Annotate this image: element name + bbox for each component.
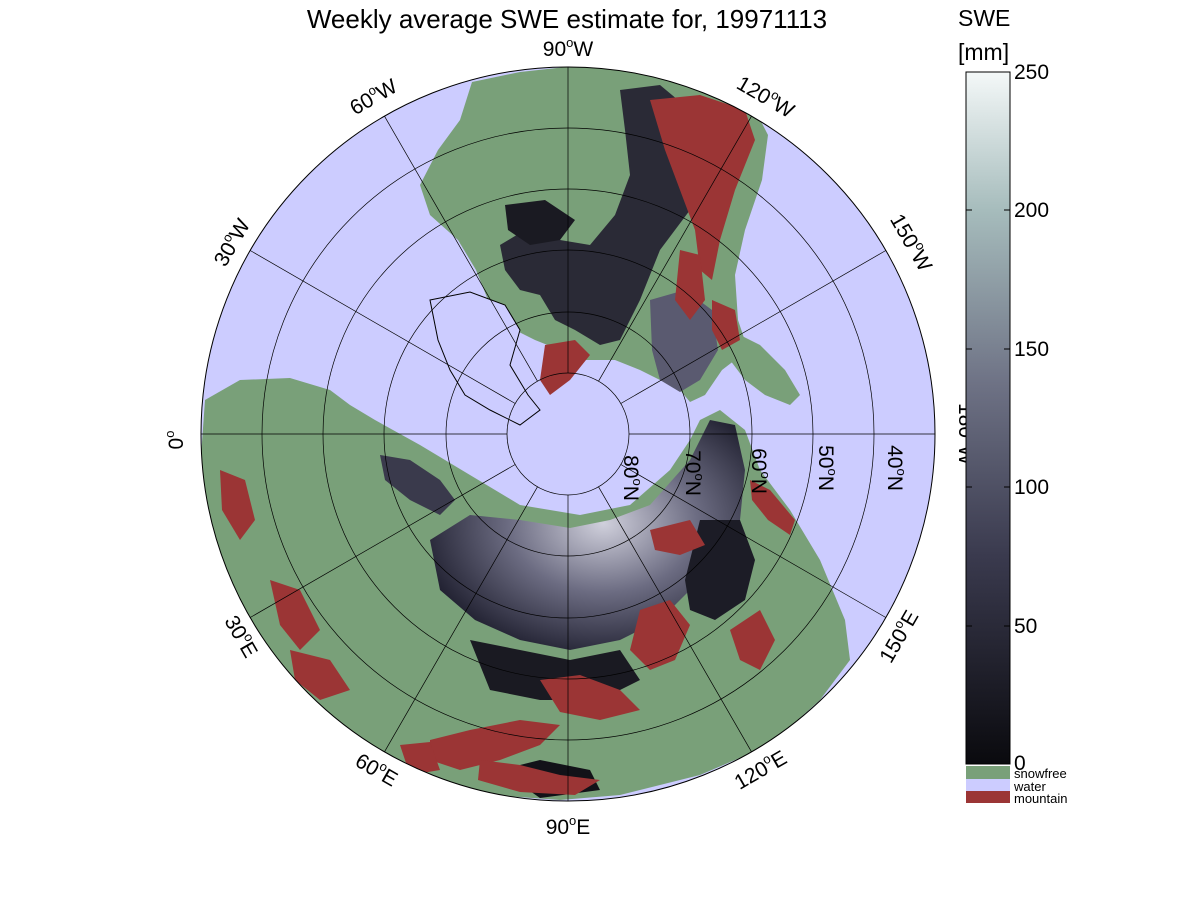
colorbar-tick-label: 150: [1014, 338, 1050, 361]
land-alaska: [730, 330, 800, 405]
graticule-meridians: [201, 67, 935, 801]
meridian-label-0: 0o: [162, 431, 188, 450]
colorbar-tick-label: 0: [1014, 752, 1026, 775]
colorbar-tick-label: 50: [1014, 615, 1038, 638]
colorbar-tick-label: 100: [1014, 476, 1050, 499]
map-frame: [200, 66, 936, 802]
parallel-label-50n: 50oN: [814, 445, 840, 491]
legend-swatch-mountain: [966, 791, 1010, 803]
colorbar-tick-label: 200: [1014, 199, 1050, 222]
snow-alaska-yukon: [650, 290, 718, 392]
figure-title: Weekly average SWE estimate for, 1997111…: [306, 4, 828, 34]
parallel-label-60n: 60oN: [747, 448, 773, 494]
colorbar-title: SWE: [958, 5, 1011, 31]
snow-hudson-area: [505, 200, 575, 245]
legend-label-mountain: mountain: [1014, 791, 1068, 806]
colorbar-tick-label: 250: [1014, 61, 1050, 84]
legend-label-snowfree: snowfree: [1014, 766, 1067, 781]
colorbar-ticks: [966, 71, 1010, 627]
parallel-label-40n: 40oN: [883, 445, 909, 491]
snow-siberia: [430, 420, 745, 650]
parallel-labels: 80oN 70oN 60oN 50oN 40oN: [619, 445, 909, 501]
legend-swatch-snowfree: [966, 766, 1010, 779]
colorbar: [965, 71, 1011, 803]
mountain-areas: [220, 95, 795, 795]
meridian-label-90w: 90oW: [543, 35, 594, 61]
colorbar-unit: [mm]: [958, 39, 1010, 65]
snow-scandinavia: [380, 455, 455, 515]
meridian-label-90e: 90oE: [546, 813, 591, 839]
parallel-label-80n: 80oN: [619, 455, 645, 501]
snow-north-america: [500, 85, 700, 345]
colorbar-gradient: [965, 71, 1011, 765]
parallel-label-70n: 70oN: [681, 450, 707, 496]
legend-swatch-water: [966, 779, 1010, 791]
map-disk: [201, 67, 935, 801]
legend-label-water: water: [1014, 779, 1046, 794]
